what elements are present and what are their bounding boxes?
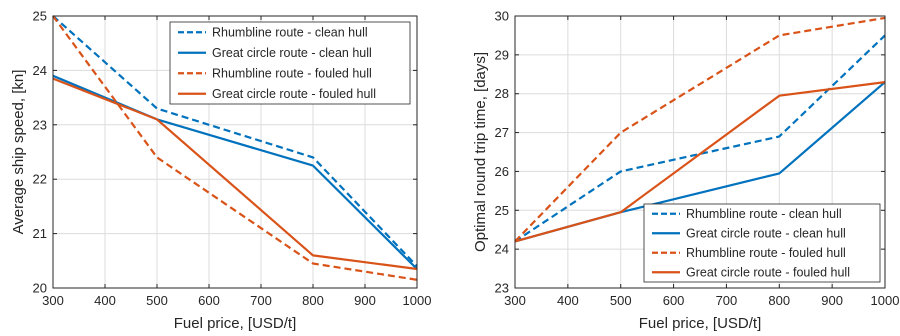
legend-label-1: Rhumbline route - clean hull — [686, 207, 842, 221]
plot-frame — [52, 15, 418, 289]
x-tick-label: 700 — [250, 293, 272, 308]
y-tick-label: 23 — [495, 281, 509, 296]
legend-label-2: Great circle route - clean hull — [212, 46, 372, 60]
x-tick-label: 900 — [354, 293, 376, 308]
legend-box — [169, 21, 411, 105]
y-tick-label: 28 — [495, 86, 509, 101]
x-tick-label: 300 — [42, 293, 64, 308]
y-tick-label: 22 — [33, 172, 47, 187]
y-tick-label: 21 — [33, 226, 47, 241]
legend-label-3: Rhumbline route - fouled hull — [686, 246, 846, 260]
x-axis-label: Fuel price, [USD/t] — [639, 315, 762, 332]
y-tick-label: 24 — [495, 242, 509, 257]
series-line-1 — [52, 15, 418, 267]
legend-box — [643, 203, 881, 283]
legend-label-3: Rhumbline route - fouled hull — [212, 67, 372, 81]
series-group — [514, 16, 886, 243]
y-tick-label: 23 — [33, 117, 47, 132]
y-axis-label: Average ship speed, [kn] — [10, 70, 27, 235]
series-line-4 — [514, 81, 886, 243]
legend: Rhumbline route - clean hull Great circle… — [643, 203, 881, 283]
legend-label-1: Rhumbline route - clean hull — [212, 26, 368, 40]
x-tick-label: 1000 — [403, 293, 432, 308]
x-tick-label: 1000 — [871, 293, 900, 308]
x-tick-label: 400 — [94, 293, 116, 308]
y-tick-label: 25 — [495, 203, 509, 218]
legend-label-4: Great circle route - fouled hull — [686, 266, 850, 280]
x-tick-label: 900 — [821, 293, 843, 308]
y-tick-label: 26 — [495, 164, 509, 179]
y-axis-label: Optimal round trip time, [days] — [472, 52, 489, 252]
series-group — [52, 15, 418, 281]
x-tick-label: 300 — [504, 293, 526, 308]
y-tick-label: 24 — [33, 63, 47, 78]
x-tick-label: 500 — [610, 293, 632, 308]
legend-label-4: Great circle route - fouled hull — [212, 87, 376, 101]
legend-label-2: Great circle route - clean hull — [686, 227, 846, 241]
legend: Rhumbline route - clean hull Great circle… — [169, 21, 411, 105]
x-tick-label: 500 — [146, 293, 168, 308]
y-tick-label: 27 — [495, 125, 509, 140]
x-tick-label: 600 — [663, 293, 685, 308]
y-tick-label: 20 — [33, 281, 47, 296]
series-line-4 — [52, 77, 418, 271]
x-tick-label: 700 — [716, 293, 738, 308]
x-tick-label: 400 — [557, 293, 579, 308]
x-tick-label: 800 — [302, 293, 324, 308]
y-tick-label: 29 — [495, 47, 509, 62]
y-tick-label: 30 — [495, 9, 509, 24]
series-line-3 — [514, 16, 886, 243]
chart-panel-2: 300 400 500 600 700 800 900 1000 23 24 25 26 27 28 29 3… — [472, 9, 899, 333]
series-line-2 — [52, 74, 418, 270]
series-line-3 — [52, 15, 418, 281]
chart-panel-1: 300 400 500 600 700 800 900 1000 20 21 22 23 24 25 Fue… — [10, 9, 431, 333]
x-axis-label: Fuel price, [USD/t] — [174, 315, 297, 332]
plot-frame — [514, 15, 886, 289]
y-tick-label: 25 — [33, 9, 47, 24]
x-tick-label: 800 — [768, 293, 790, 308]
x-tick-label: 600 — [198, 293, 220, 308]
